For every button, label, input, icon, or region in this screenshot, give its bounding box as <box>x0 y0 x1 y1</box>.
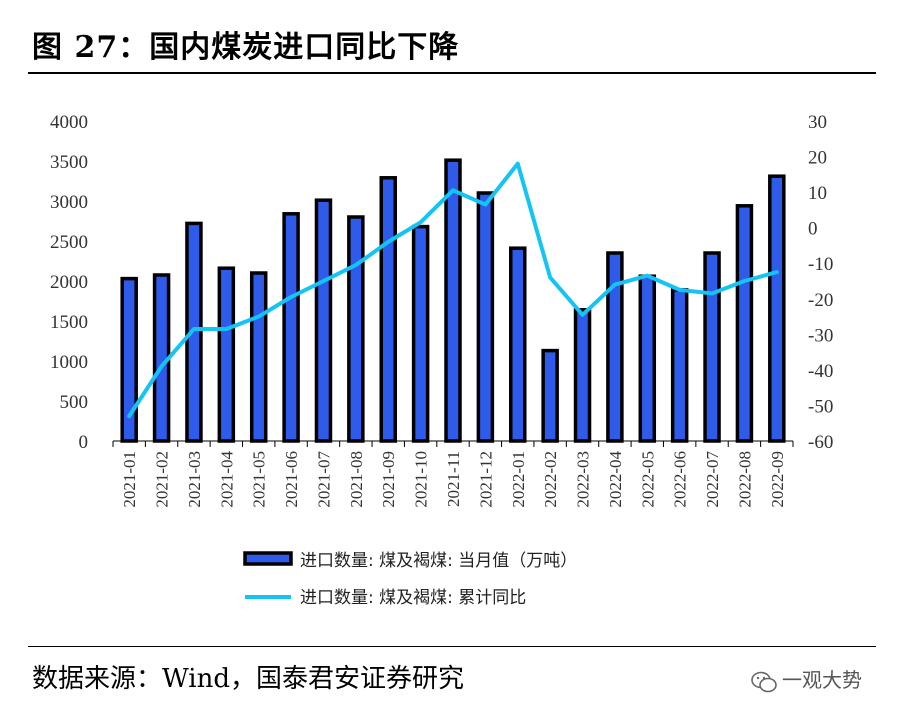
bar-2022-08 <box>735 204 754 443</box>
x-tick-label: 2022-08 <box>735 451 754 508</box>
bar-2022-05 <box>638 274 657 443</box>
x-tick-label: 2021-06 <box>282 451 301 508</box>
bar-2021-05 <box>249 271 268 443</box>
bar-2022-03 <box>573 308 592 443</box>
top-rule <box>28 72 876 74</box>
x-tick-label: 2021-04 <box>217 451 236 508</box>
x-tick-label: 2021-05 <box>250 451 269 508</box>
y-right-tick-label: 10 <box>808 183 827 204</box>
y-left-tick-label: 1000 <box>50 352 88 373</box>
legend-bar-label: 进口数量: 煤及褐煤: 当月值（万吨） <box>300 551 577 571</box>
combo-chart: 2021-01 2021-02 2021-03 2021-04 2021-05 2021-… <box>50 112 833 608</box>
y-right-tick-label: -60 <box>808 432 833 453</box>
bar-2021-06 <box>282 212 300 443</box>
legend-bar-swatch <box>243 551 293 566</box>
x-tick-label: 2021-10 <box>412 451 431 508</box>
y-right-tick-label: -30 <box>808 325 833 346</box>
bar-2022-02 <box>541 348 559 443</box>
y-right-tick-label: -40 <box>808 361 833 382</box>
bar-2021-09 <box>379 176 397 443</box>
bar-2022-07 <box>703 251 721 443</box>
bar-2021-12 <box>476 191 495 443</box>
x-tick-label: 2021-03 <box>185 451 204 508</box>
y-left-tick-label: 0 <box>79 432 89 453</box>
bottom-rule <box>28 646 876 647</box>
wechat-icon <box>751 671 777 692</box>
bar-2022-09 <box>768 174 786 443</box>
x-tick-label: 2021-01 <box>120 451 139 508</box>
bar-series <box>120 158 786 443</box>
bar-2021-10 <box>411 224 430 443</box>
x-tick-label: 2021-07 <box>314 451 333 508</box>
y-left-tick-label: 500 <box>60 392 89 413</box>
bar-2021-04 <box>217 266 236 443</box>
x-tick-label: 2021-08 <box>347 451 366 508</box>
x-tick-label: 2022-06 <box>671 451 690 508</box>
chart-axes: 2021-01 2021-02 2021-03 2021-04 2021-05 2021-… <box>50 112 833 508</box>
y-right-tick-label: 30 <box>808 112 827 133</box>
y-right-tick-label: -50 <box>808 396 833 417</box>
y-left-tick-label: 4000 <box>50 112 88 133</box>
y-right-tick-label: -10 <box>808 254 833 275</box>
bar-2021-07 <box>314 198 333 443</box>
chart-legend: 进口数量: 煤及褐煤: 当月值（万吨） 进口数量: 煤及褐煤: 累计同比 <box>243 551 577 608</box>
x-tick-label: 2022-09 <box>768 451 787 508</box>
figure-title: 图 27：国内煤炭进口同比下降 <box>32 30 460 65</box>
x-tick-label: 2021-12 <box>476 451 495 508</box>
x-tick-label: 2022-01 <box>509 451 528 508</box>
y-right-tick-label: -20 <box>808 290 833 311</box>
y-left-tick-label: 2000 <box>50 272 88 293</box>
x-tick-label: 2021-09 <box>379 451 398 508</box>
y-right-tick-label: 20 <box>808 148 827 169</box>
y-left-tick-label: 1500 <box>50 312 88 333</box>
x-tick-label: 2021-11 <box>444 451 463 507</box>
x-tick-label: 2022-05 <box>638 451 657 508</box>
x-tick-label: 2022-07 <box>703 451 722 508</box>
y-left-tick-label: 3500 <box>50 152 88 173</box>
x-tick-label: 2022-04 <box>606 451 625 508</box>
legend-line-label: 进口数量: 煤及褐煤: 累计同比 <box>300 588 526 608</box>
bar-2021-08 <box>347 215 365 443</box>
watermark: 一观大势 <box>750 664 862 694</box>
data-source-note: 数据来源：Wind，国泰君安证券研究 <box>32 664 464 694</box>
x-tick-label: 2022-02 <box>541 451 560 508</box>
line-series <box>127 161 779 419</box>
x-tick-label: 2021-02 <box>153 451 172 508</box>
x-tick-label: 2022-03 <box>574 451 593 508</box>
bar-2022-06 <box>670 288 689 443</box>
bar-2021-11 <box>444 158 462 443</box>
y-left-tick-label: 2500 <box>50 232 88 253</box>
bar-2022-01 <box>509 246 527 443</box>
y-right-tick-label: 0 <box>808 219 818 240</box>
y-left-tick-label: 3000 <box>50 192 88 213</box>
watermark-text: 一观大势 <box>782 668 862 692</box>
